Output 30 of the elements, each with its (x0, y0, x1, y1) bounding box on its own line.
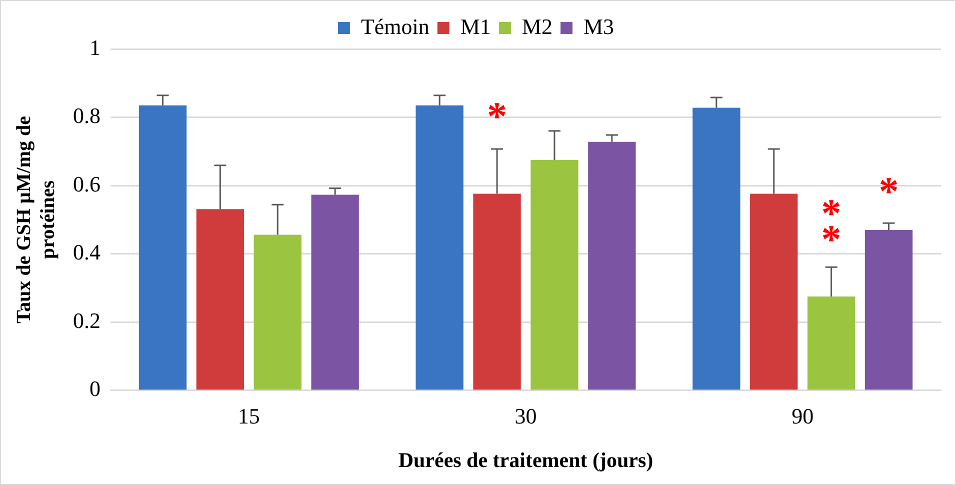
x-axis-title: Durées de traitement (jours) (398, 448, 654, 472)
annotation: * (487, 94, 508, 139)
bar (473, 194, 521, 390)
x-tick-label: 30 (514, 403, 537, 428)
annotation: * (878, 168, 899, 214)
y-tick-label: 0.4 (73, 240, 100, 265)
legend-label: M3 (583, 14, 614, 39)
legend-label: M1 (460, 14, 491, 39)
bar (530, 160, 578, 390)
y-tick-label: 0.8 (73, 103, 100, 128)
y-tick-label: 0.2 (73, 308, 100, 333)
bar (254, 234, 302, 390)
bar (692, 108, 740, 390)
y-tick-label: 0.6 (73, 171, 100, 196)
bar (311, 194, 359, 390)
legend-label: Témoin (360, 14, 430, 39)
bar (196, 209, 244, 390)
x-tick-label: 90 (792, 403, 814, 428)
bar (416, 105, 464, 390)
bar (807, 296, 856, 390)
bar (588, 142, 636, 390)
legend-label: M2 (522, 14, 552, 39)
bar (750, 194, 798, 390)
x-tick-label: 15 (238, 403, 260, 428)
annotation: ** (821, 190, 842, 262)
y-tick-label: 0 (90, 376, 100, 402)
y-tick-label: 1 (90, 34, 100, 60)
bar (864, 230, 913, 390)
y-axis-title: Taux de GSH µM/mg de protéines (13, 116, 60, 324)
bar (138, 105, 187, 390)
